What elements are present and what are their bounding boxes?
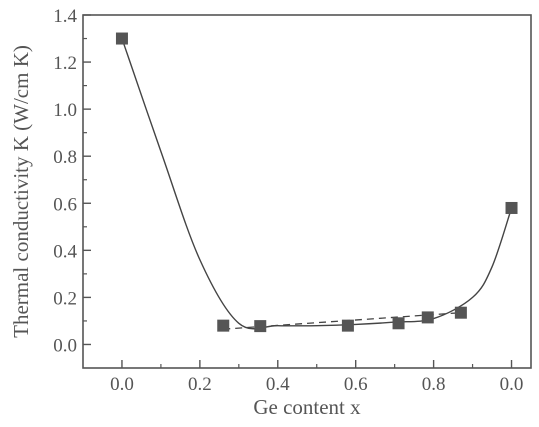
plot-frame [82, 14, 532, 369]
y-tick-label-5: 1.0 [53, 100, 77, 121]
x-tick-label-5: 0.0 [500, 374, 524, 395]
data-point-6 [454, 306, 467, 319]
y-tick-label-3: 0.6 [53, 194, 77, 215]
data-point-1 [217, 319, 230, 332]
x-tick-label-0: 0.0 [110, 374, 134, 395]
plot-area [115, 32, 518, 333]
axes: 0.0 0.2 0.4 0.6 0.8 0.0 0.0 0.2 0.4 0.6 0.8 1.0 1.2 1… [53, 6, 532, 395]
y-tick-label-2: 0.4 [53, 241, 77, 262]
data-point-2 [254, 320, 267, 333]
y-axis-title: Thermal conductivity K (W/cm K) [9, 45, 33, 338]
data-point-5 [421, 311, 434, 324]
y-tick-label-6: 1.2 [53, 53, 77, 74]
y-tick-label-0: 0.0 [53, 335, 77, 356]
y-tick-label-1: 0.2 [53, 288, 77, 309]
labels: Ge content x Thermal conductivity K (W/c… [9, 45, 361, 419]
data-point-7 [505, 201, 518, 214]
x-tick-label-1: 0.2 [188, 374, 212, 395]
data-point-0 [115, 32, 128, 45]
y-tick-label-7: 1.4 [53, 6, 77, 27]
fit-curve-solid [121, 38, 513, 330]
y-tick-label-4: 0.8 [53, 147, 77, 168]
data-point-3 [341, 319, 354, 332]
x-tick-label-2: 0.4 [266, 374, 290, 395]
data-point-4 [392, 317, 405, 330]
x-tick-label-4: 0.8 [422, 374, 446, 395]
x-tick-label-3: 0.6 [344, 374, 368, 395]
x-axis-title: Ge content x [253, 395, 361, 419]
